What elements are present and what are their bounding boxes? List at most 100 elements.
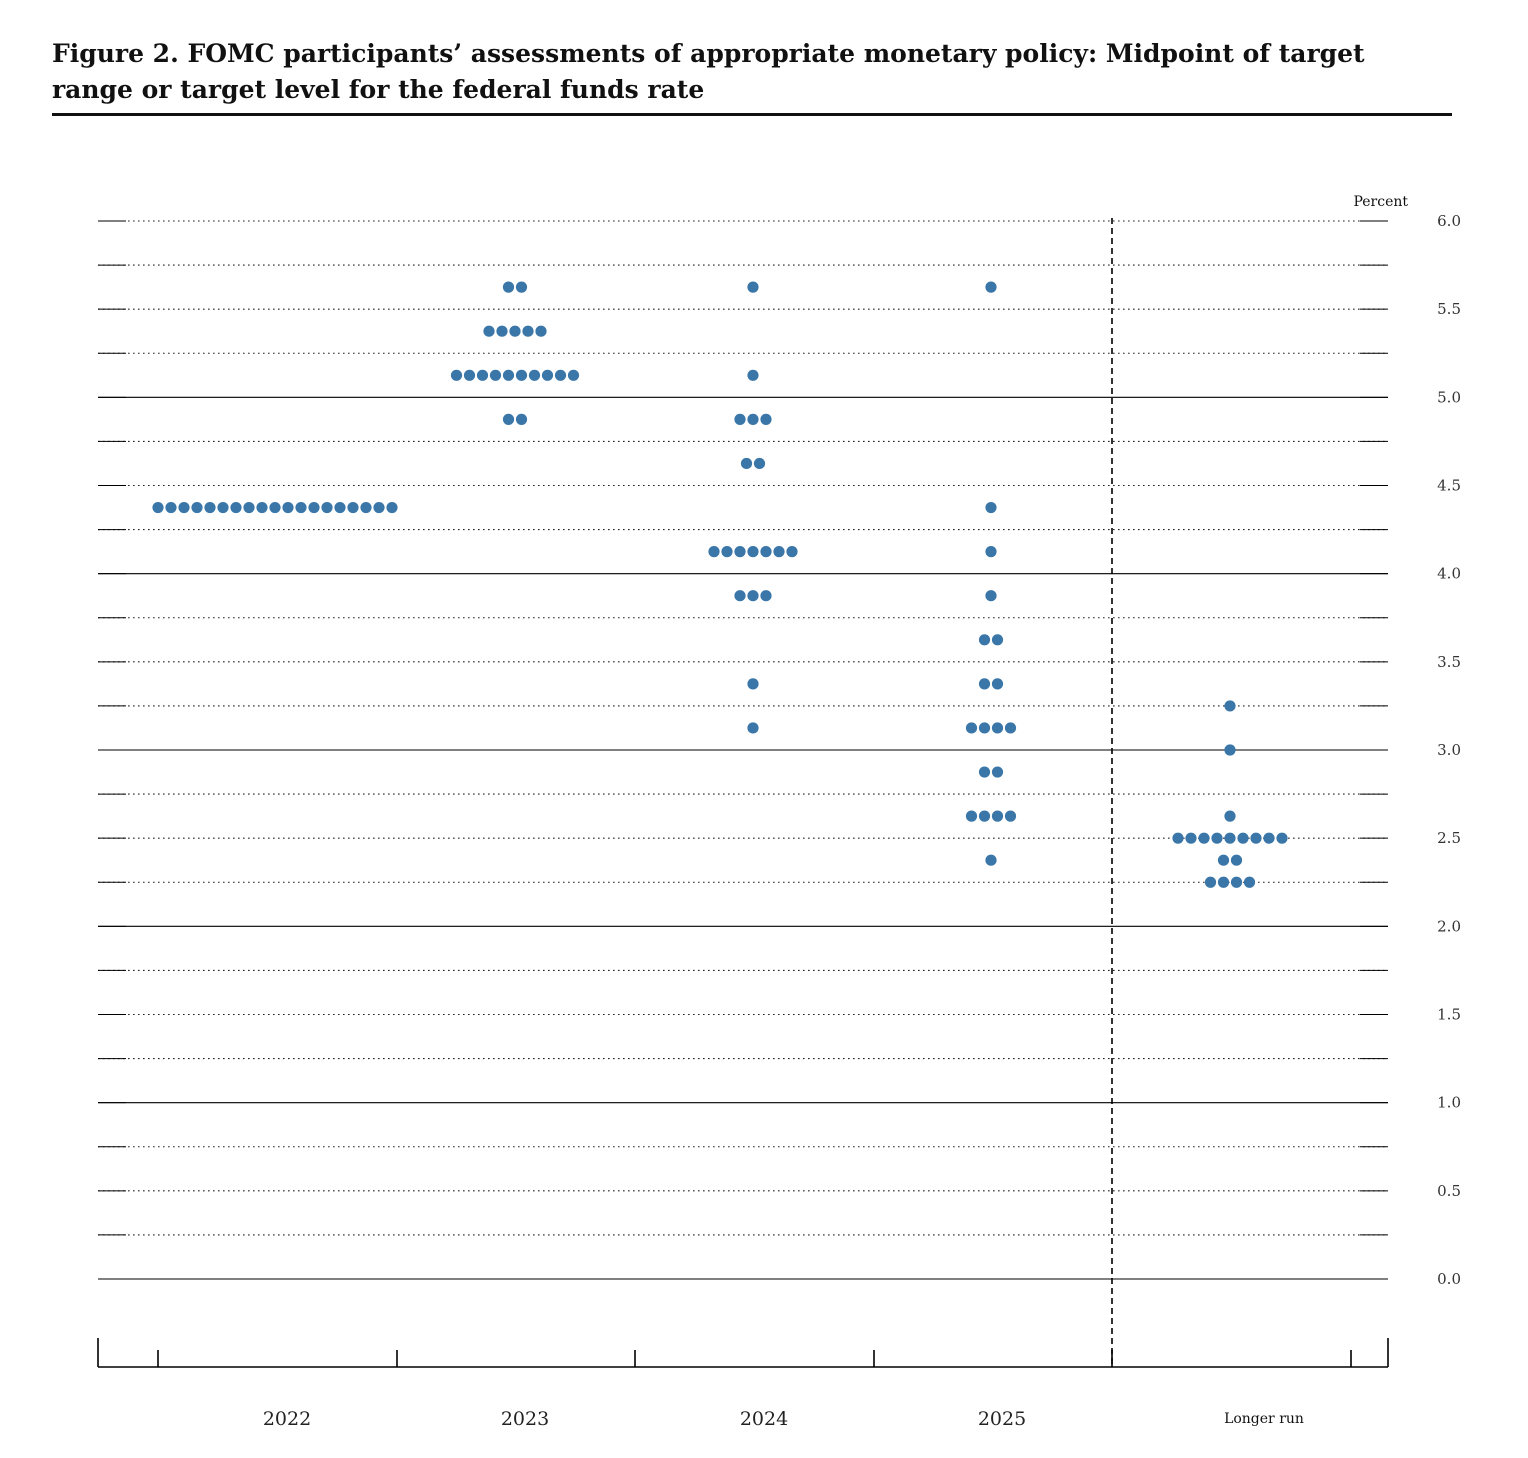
y-tick-label: 2.5 — [1437, 829, 1461, 847]
participant-dot — [978, 722, 991, 734]
participant-dot — [1263, 832, 1275, 844]
participant-dot — [978, 810, 991, 822]
participant-dot — [760, 413, 772, 425]
participant-dot — [1250, 832, 1262, 844]
participant-dot — [1276, 832, 1288, 844]
participant-dot — [269, 501, 281, 514]
y-tick-label: 6.0 — [1437, 212, 1461, 230]
participant-dot — [567, 369, 580, 381]
title-rule — [52, 113, 1452, 116]
participant-dot — [1230, 876, 1243, 888]
participant-dot — [489, 369, 502, 381]
participant-dot — [978, 678, 991, 690]
participant-dot — [334, 501, 346, 514]
participant-dot — [773, 546, 785, 558]
participant-dot — [217, 501, 229, 514]
participant-dot — [1185, 832, 1197, 844]
participant-dot — [1224, 832, 1236, 844]
participant-dot — [708, 546, 720, 558]
participant-dot — [450, 369, 463, 381]
participant-dot — [1224, 810, 1236, 822]
participant-dot — [502, 369, 515, 381]
participant-dot — [1217, 854, 1230, 866]
participant-dot — [985, 546, 997, 558]
y-tick-label: 4.0 — [1437, 565, 1461, 583]
participant-dot — [463, 369, 476, 381]
participant-dot — [282, 501, 294, 514]
participant-dot — [1198, 832, 1210, 844]
participant-dot — [991, 810, 1004, 822]
participant-dot — [321, 501, 333, 514]
participant-dot — [747, 281, 759, 293]
participant-dot — [747, 413, 759, 425]
participant-dot — [483, 325, 495, 337]
participant-dot — [386, 501, 398, 514]
participant-dot — [515, 369, 528, 381]
grid-lines — [98, 220, 1388, 1280]
participant-dot — [515, 281, 528, 293]
figure-title: Figure 2. FOMC participants’ assessments… — [52, 39, 1365, 104]
participant-dot — [747, 590, 759, 602]
participant-dot — [1211, 832, 1223, 844]
participant-dot — [165, 501, 177, 514]
x-category-label: 2022 — [263, 1408, 311, 1430]
participant-dot — [978, 634, 991, 646]
participant-dot — [747, 546, 759, 558]
participant-dot — [991, 678, 1004, 690]
participant-dot — [985, 854, 997, 866]
x-category-label: 2025 — [978, 1408, 1026, 1430]
participant-dot — [747, 678, 759, 690]
participant-dot — [515, 413, 528, 425]
participant-dots — [152, 281, 1288, 888]
participant-dot — [991, 766, 1004, 778]
y-tick-label: 0.5 — [1437, 1182, 1461, 1200]
participant-dot — [978, 766, 991, 778]
y-tick-label: 0.0 — [1437, 1270, 1461, 1288]
participant-dot — [360, 501, 372, 514]
participant-dot — [204, 501, 216, 514]
participant-dot — [347, 501, 359, 514]
participant-dot — [1004, 810, 1017, 822]
participant-dot — [1217, 876, 1230, 888]
participant-dot — [740, 457, 753, 470]
participant-dot — [1224, 744, 1236, 756]
participant-dot — [295, 501, 307, 514]
participant-dot — [965, 810, 978, 822]
participant-dot — [760, 546, 772, 558]
x-category-label: 2024 — [740, 1408, 788, 1430]
participant-dot — [308, 501, 320, 514]
participant-dot — [541, 369, 554, 381]
x-category-label: Longer run — [1224, 1411, 1304, 1427]
participant-dot — [985, 590, 997, 602]
participant-dot — [734, 590, 746, 602]
participant-dot — [734, 413, 746, 425]
participant-dot — [256, 501, 268, 514]
participant-dot — [991, 722, 1004, 734]
participant-dot — [535, 325, 547, 337]
participant-dot — [760, 590, 772, 602]
participant-dot — [191, 501, 203, 514]
participant-dot — [528, 369, 541, 381]
participant-dot — [502, 281, 515, 293]
participant-dot — [152, 501, 164, 514]
participant-dot — [496, 325, 508, 337]
y-axis-label: Percent — [1353, 194, 1408, 210]
participant-dot — [1204, 876, 1217, 888]
participant-dot — [786, 546, 798, 558]
participant-dot — [985, 501, 997, 514]
y-tick-label: 2.0 — [1437, 917, 1461, 935]
participant-dot — [509, 325, 521, 337]
participant-dot — [502, 413, 515, 425]
x-axis — [97, 1338, 1389, 1368]
y-tick-labels: 0.0 0.5 1.0 1.5 2.0 2.5 3.0 3.5 4.0 4.5 5.0 5.5 6.0 — [1437, 212, 1461, 1288]
participant-dot — [476, 369, 489, 381]
y-tick-label: 5.5 — [1437, 300, 1461, 318]
participant-dot — [1243, 876, 1256, 888]
participant-dot — [554, 369, 567, 381]
participant-dot — [985, 281, 997, 293]
participant-dot — [734, 546, 746, 558]
y-tick-label: 3.5 — [1437, 653, 1461, 671]
participant-dot — [230, 501, 242, 514]
x-category-labels: 2022 2023 2024 2025 Longer run — [263, 1408, 1304, 1430]
